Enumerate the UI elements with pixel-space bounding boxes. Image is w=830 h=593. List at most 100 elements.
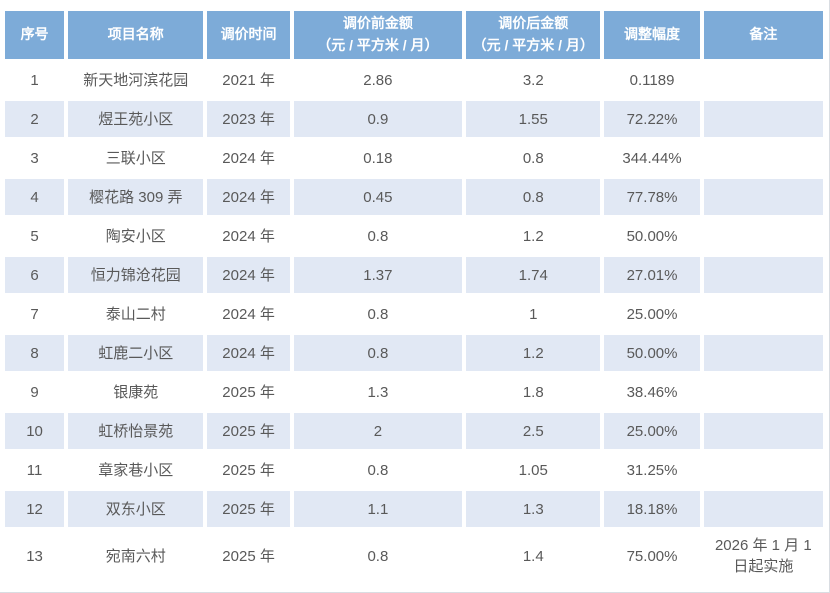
- col-header-label: 调价后金额: [498, 15, 569, 32]
- cell-amount-before: 0.8: [293, 452, 463, 488]
- cell-remark: [703, 179, 823, 215]
- cell-adjust-time: 2024 年: [207, 140, 290, 176]
- cell-index: 5: [5, 218, 65, 254]
- cell-remark: [703, 413, 823, 449]
- cell-remark: [703, 257, 823, 293]
- cell-remark: [703, 140, 823, 176]
- cell-amount-after: 1.74: [466, 257, 601, 293]
- table-row: 5 陶安小区 2024 年 0.8 1.2 50.00%: [5, 218, 823, 254]
- cell-amount-before: 2: [293, 413, 463, 449]
- cell-amount-before: 0.8: [293, 296, 463, 332]
- cell-amount-before: 0.9: [293, 101, 463, 137]
- col-header-label: 序号: [20, 26, 49, 43]
- cell-index: 1: [5, 62, 65, 98]
- cell-adjust-time: 2024 年: [207, 257, 290, 293]
- col-header-adjust-range: 调整幅度: [604, 11, 700, 59]
- cell-adjust-range: 50.00%: [604, 218, 700, 254]
- table-row: 10 虹桥怡景苑 2025 年 2 2.5 25.00%: [5, 413, 823, 449]
- col-header-label: 调价前金额: [342, 15, 413, 32]
- cell-amount-after: 1.2: [466, 335, 601, 371]
- cell-amount-before: 0.8: [293, 530, 463, 582]
- cell-project-name: 章家巷小区: [68, 452, 204, 488]
- cell-index: 13: [5, 530, 65, 582]
- cell-amount-after: 1.05: [466, 452, 601, 488]
- col-header-amount-after: 调价后金额 （元 / 平方米 / 月）: [466, 11, 601, 59]
- cell-remark: [703, 62, 823, 98]
- cell-amount-after: 1.55: [466, 101, 601, 137]
- cell-project-name: 虹鹿二小区: [68, 335, 204, 371]
- table-row: 4 樱花路 309 弄 2024 年 0.45 0.8 77.78%: [5, 179, 823, 215]
- cell-remark: [703, 374, 823, 410]
- cell-index: 6: [5, 257, 65, 293]
- cell-adjust-time: 2021 年: [207, 62, 290, 98]
- cell-amount-after: 0.8: [466, 179, 601, 215]
- cell-amount-before: 0.8: [293, 335, 463, 371]
- cell-amount-after: 1.8: [466, 374, 601, 410]
- price-adjustment-table: 序号 项目名称 调价时间 调价前金额 （元 / 平方米 / 月） 调价后金额 （元 …: [1, 8, 827, 585]
- cell-remark: [703, 452, 823, 488]
- cell-adjust-range: 50.00%: [604, 335, 700, 371]
- cell-amount-before: 2.86: [293, 62, 463, 98]
- cell-index: 2: [5, 101, 65, 137]
- cell-adjust-range: 0.1189: [604, 62, 700, 98]
- cell-adjust-time: 2025 年: [207, 452, 290, 488]
- col-header-amount-before: 调价前金额 （元 / 平方米 / 月）: [293, 11, 463, 59]
- table-row: 3 三联小区 2024 年 0.18 0.8 344.44%: [5, 140, 823, 176]
- cell-amount-after: 2.5: [466, 413, 601, 449]
- cell-remark: [703, 335, 823, 371]
- cell-project-name: 宛南六村: [68, 530, 204, 582]
- cell-amount-before: 1.37: [293, 257, 463, 293]
- table-row: 2 煜王苑小区 2023 年 0.9 1.55 72.22%: [5, 101, 823, 137]
- cell-adjust-time: 2025 年: [207, 530, 290, 582]
- cell-project-name: 双东小区: [68, 491, 204, 527]
- cell-adjust-range: 25.00%: [604, 413, 700, 449]
- col-header-label: 项目名称: [107, 26, 164, 43]
- table-row: 7 泰山二村 2024 年 0.8 1 25.00%: [5, 296, 823, 332]
- cell-adjust-time: 2024 年: [207, 179, 290, 215]
- cell-project-name: 恒力锦沧花园: [68, 257, 204, 293]
- header-row: 序号 项目名称 调价时间 调价前金额 （元 / 平方米 / 月） 调价后金额 （元 …: [5, 11, 823, 59]
- cell-index: 8: [5, 335, 65, 371]
- col-header-sublabel: （元 / 平方米 / 月）: [317, 37, 439, 53]
- cell-adjust-time: 2025 年: [207, 491, 290, 527]
- cell-project-name: 陶安小区: [68, 218, 204, 254]
- cell-adjust-range: 75.00%: [604, 530, 700, 582]
- col-header-label: 备注: [749, 26, 778, 43]
- cell-amount-before: 1.1: [293, 491, 463, 527]
- cell-adjust-range: 18.18%: [604, 491, 700, 527]
- cell-adjust-range: 344.44%: [604, 140, 700, 176]
- cell-amount-after: 0.8: [466, 140, 601, 176]
- col-header-label: 调整幅度: [624, 26, 681, 43]
- col-header-sublabel: （元 / 平方米 / 月）: [472, 37, 594, 53]
- table-row: 11 章家巷小区 2025 年 0.8 1.05 31.25%: [5, 452, 823, 488]
- col-header-adjust-time: 调价时间: [207, 11, 290, 59]
- table-row: 9 银康苑 2025 年 1.3 1.8 38.46%: [5, 374, 823, 410]
- cell-remark: [703, 218, 823, 254]
- cell-index: 10: [5, 413, 65, 449]
- cell-project-name: 银康苑: [68, 374, 204, 410]
- cell-adjust-time: 2024 年: [207, 335, 290, 371]
- cell-index: 3: [5, 140, 65, 176]
- cell-amount-before: 0.45: [293, 179, 463, 215]
- cell-remark: 2026 年 1 月 1 日起实施: [703, 530, 823, 582]
- cell-adjust-range: 77.78%: [604, 179, 700, 215]
- cell-remark: [703, 296, 823, 332]
- cell-adjust-range: 27.01%: [604, 257, 700, 293]
- cell-project-name: 三联小区: [68, 140, 204, 176]
- table-row: 8 虹鹿二小区 2024 年 0.8 1.2 50.00%: [5, 335, 823, 371]
- cell-project-name: 泰山二村: [68, 296, 204, 332]
- table-row: 1 新天地河滨花园 2021 年 2.86 3.2 0.1189: [5, 62, 823, 98]
- table-row: 12 双东小区 2025 年 1.1 1.3 18.18%: [5, 491, 823, 527]
- col-header-index: 序号: [5, 11, 65, 59]
- col-header-label: 调价时间: [220, 26, 277, 43]
- cell-adjust-time: 2023 年: [207, 101, 290, 137]
- cell-project-name: 虹桥怡景苑: [68, 413, 204, 449]
- cell-adjust-time: 2024 年: [207, 296, 290, 332]
- cell-amount-after: 1.4: [466, 530, 601, 582]
- cell-amount-after: 3.2: [466, 62, 601, 98]
- cell-index: 9: [5, 374, 65, 410]
- cell-adjust-time: 2025 年: [207, 374, 290, 410]
- cell-remark: [703, 491, 823, 527]
- cell-amount-before: 0.8: [293, 218, 463, 254]
- cell-adjust-time: 2025 年: [207, 413, 290, 449]
